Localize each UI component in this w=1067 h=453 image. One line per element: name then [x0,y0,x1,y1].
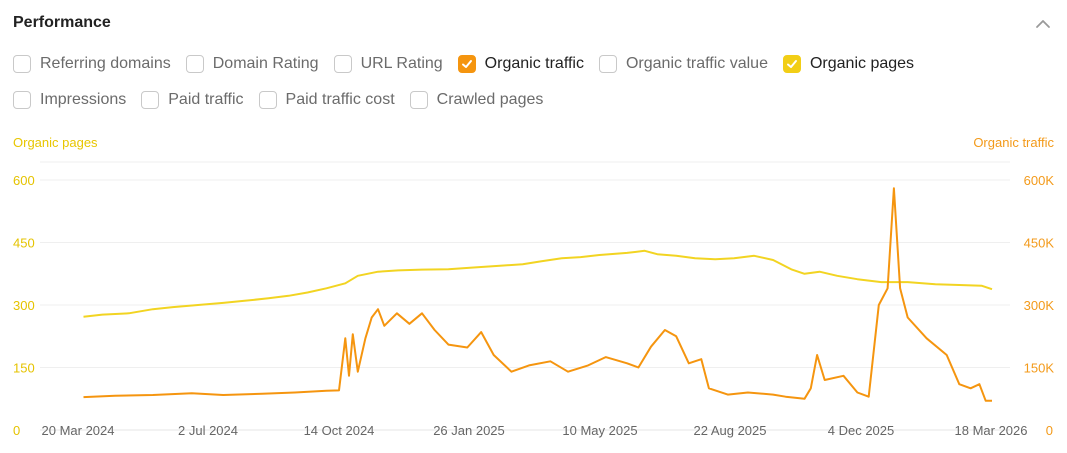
filter-label: Referring domains [40,55,171,72]
metric-filters: Referring domains Domain Rating URL Rati… [13,52,1053,124]
filter-label: Impressions [40,91,127,108]
right-axis-tick-label: 150K [1024,361,1055,376]
right-axis-tick-label: 0 [1046,423,1053,438]
filter-paid-traffic-cost[interactable]: Paid traffic cost [258,91,395,109]
filter-crawled-pages[interactable]: Crawled pages [409,91,544,109]
chevron-up-icon[interactable] [1033,14,1053,34]
organic-traffic-line [83,187,992,402]
checkbox-icon[interactable] [598,55,617,73]
x-axis-tick-label: 26 Jan 2025 [433,423,505,438]
right-axis-tick-label: 300K [1024,298,1055,313]
checkbox-checked-icon[interactable] [457,55,476,73]
filter-label: Organic traffic [484,55,584,72]
filter-label: Paid traffic cost [285,91,395,108]
filter-label: URL Rating [360,55,443,72]
organic-pages-line [83,249,993,318]
checkbox-icon[interactable] [258,91,277,109]
filter-paid-traffic[interactable]: Paid traffic [141,91,244,109]
x-axis-tick-label: 14 Oct 2024 [304,423,375,438]
x-axis-tick-label: 4 Dec 2025 [828,423,895,438]
filter-label: Organic traffic value [625,55,768,72]
checkbox-icon[interactable] [13,91,31,109]
filter-row-1: Referring domains Domain Rating URL Rati… [13,52,1053,76]
filter-row-2: Impressions Paid traffic Paid traffic co… [13,88,1053,112]
left-axis-tick-label: 600 [13,173,35,188]
x-axis-tick-label: 18 Mar 2026 [955,423,1028,438]
filter-label: Organic pages [809,55,915,72]
right-axis-tick-label: 600K [1024,173,1055,188]
filter-label: Paid traffic [168,91,244,108]
filter-url-rating[interactable]: URL Rating [333,55,443,73]
right-axis-tick-label: 450K [1024,236,1055,251]
checkbox-icon[interactable] [13,55,31,73]
left-axis-title: Organic pages [13,135,98,150]
right-axis-title: Organic traffic [973,135,1054,150]
filter-impressions[interactable]: Impressions [13,91,126,109]
left-axis-tick-label: 450 [13,236,35,251]
checkbox-checked-icon[interactable] [782,55,801,73]
checkbox-icon[interactable] [141,91,160,109]
x-axis-tick-label: 20 Mar 2024 [42,423,115,438]
x-axis-tick-label: 2 Jul 2024 [178,423,238,438]
checkbox-icon[interactable] [333,55,352,73]
filter-referring-domains[interactable]: Referring domains [13,55,171,73]
filter-domain-rating[interactable]: Domain Rating [185,55,319,73]
filter-label: Crawled pages [436,91,544,108]
filter-organic-traffic[interactable]: Organic traffic [457,55,584,73]
filter-organic-traffic-value[interactable]: Organic traffic value [598,55,768,73]
left-axis-tick-label: 0 [13,423,20,438]
section-title: Performance [13,14,111,31]
x-axis-tick-label: 22 Aug 2025 [693,423,766,438]
performance-chart[interactable]: 0 150 300 450 600 0 150K 300K 450K 600K 20 Mar 202… [0,150,1067,450]
checkbox-icon[interactable] [409,91,428,109]
performance-header: Performance [13,12,1057,36]
x-axis-tick-label: 10 May 2025 [562,423,637,438]
left-axis-tick-label: 300 [13,298,35,313]
filter-organic-pages[interactable]: Organic pages [782,55,915,73]
filter-label: Domain Rating [212,55,319,72]
left-axis-tick-label: 150 [13,361,35,376]
checkbox-icon[interactable] [185,55,204,73]
